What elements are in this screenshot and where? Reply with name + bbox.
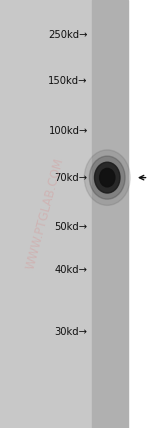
Bar (92, 0, 128, 428)
Text: 150kd→: 150kd→ (48, 76, 88, 86)
Text: 40kd→: 40kd→ (55, 265, 88, 275)
Ellipse shape (89, 156, 125, 199)
Ellipse shape (94, 162, 120, 193)
Ellipse shape (84, 150, 130, 205)
Text: 250kd→: 250kd→ (48, 30, 88, 40)
Bar (128, 0, 150, 428)
Text: WWW.PTGLAB.COM: WWW.PTGLAB.COM (24, 157, 66, 271)
Ellipse shape (100, 168, 115, 187)
Text: 70kd→: 70kd→ (55, 172, 88, 183)
Text: 100kd→: 100kd→ (48, 125, 88, 136)
Text: 50kd→: 50kd→ (55, 222, 88, 232)
Text: 30kd→: 30kd→ (55, 327, 88, 337)
